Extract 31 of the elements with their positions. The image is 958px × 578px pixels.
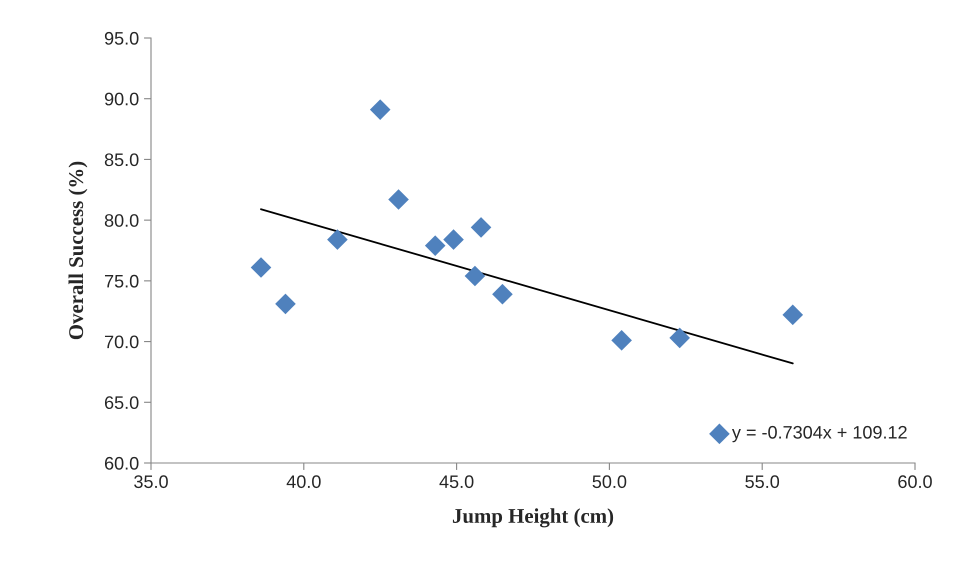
point xyxy=(709,424,730,444)
x-tick-label: 60.0 xyxy=(898,475,932,488)
y-tick-label: 90.0 xyxy=(104,92,138,106)
x-tick-label: 35.0 xyxy=(134,475,168,488)
x-tick-label: 55.0 xyxy=(745,475,780,488)
y-tick-label: 85.0 xyxy=(104,153,138,166)
point xyxy=(492,284,513,305)
x-axis-title: Jump Height (cm) xyxy=(452,508,614,528)
point xyxy=(370,99,390,120)
annotation: y = -0.7304x + 109.12 xyxy=(732,426,907,442)
point xyxy=(611,330,632,351)
point xyxy=(464,266,486,286)
y-tick-label: 75.0 xyxy=(104,274,138,288)
y-tick-label: 80.0 xyxy=(104,214,138,227)
y-tick-label: 70.0 xyxy=(104,336,138,348)
y-tick-label: 65.0 xyxy=(104,396,138,410)
point xyxy=(470,217,492,238)
point xyxy=(275,294,296,314)
y-tick-label: 95.0 xyxy=(104,32,138,45)
x-tick-label: 50.0 xyxy=(592,475,626,488)
point xyxy=(250,257,272,278)
x-tick-label: 45.0 xyxy=(439,475,474,488)
point xyxy=(388,189,409,210)
point xyxy=(669,328,690,348)
point xyxy=(327,229,348,250)
y-axis-title: Overall Success (%) xyxy=(68,162,88,340)
point xyxy=(424,235,446,256)
point xyxy=(782,304,804,326)
x-tick-label: 40.0 xyxy=(286,475,321,488)
y-tick-label: 60.0 xyxy=(104,456,138,470)
point xyxy=(443,229,464,250)
